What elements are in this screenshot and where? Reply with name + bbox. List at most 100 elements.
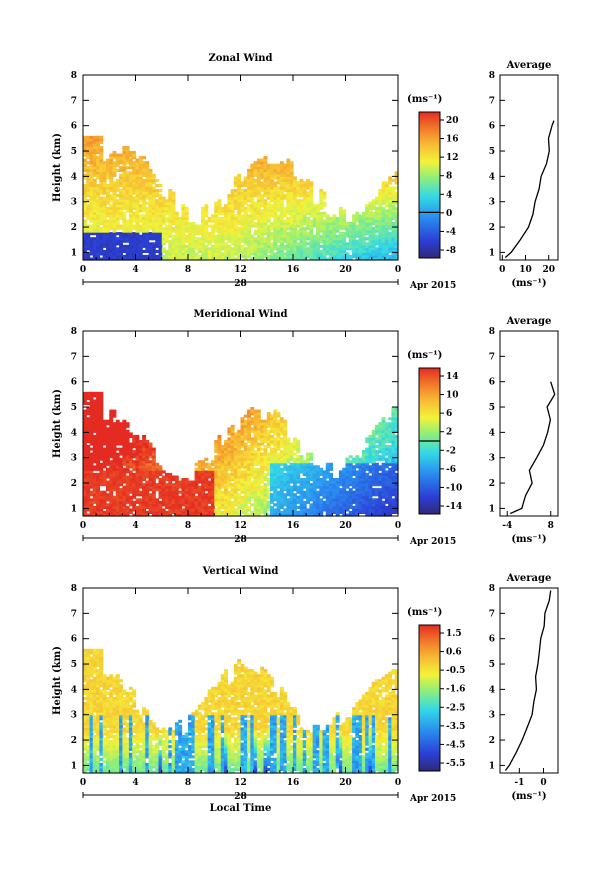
heatmap-cell <box>115 457 120 461</box>
heatmap-cell <box>233 204 238 208</box>
heatmap-cell <box>109 224 114 228</box>
heatmap-cell <box>168 505 173 509</box>
heatmap-cell <box>86 440 91 444</box>
heatmap-cell <box>135 219 140 223</box>
heatmap-cell <box>119 254 123 258</box>
heatmap-cell <box>279 194 284 198</box>
heatmap-cell <box>266 194 271 198</box>
heatmap-cell <box>309 490 314 494</box>
heatmap-cell <box>96 140 100 144</box>
heatmap-cell <box>86 467 91 471</box>
heatmap-cell <box>279 191 284 195</box>
heatmap-cell <box>204 211 209 215</box>
heatmap-cell <box>125 184 130 188</box>
heatmap-cell <box>224 234 228 238</box>
heatmap-cell <box>188 247 192 251</box>
heatmap-cell <box>201 254 205 258</box>
heatmap-cell <box>99 168 104 172</box>
heatmap-cell <box>306 488 310 492</box>
heatmap-cell <box>279 475 284 479</box>
heatmap-cell <box>211 216 215 220</box>
heatmap-cell <box>230 437 235 441</box>
heatmap-cell <box>237 189 242 193</box>
heatmap-cell <box>119 447 123 451</box>
heatmap-cell <box>342 249 347 253</box>
heatmap-cell <box>191 493 196 497</box>
heatmap-cell <box>316 252 320 256</box>
heatmap-cell <box>174 252 179 256</box>
heatmap-cell <box>145 196 150 200</box>
heatmap-cell <box>391 227 396 231</box>
heatmap-cell <box>352 239 356 243</box>
heatmap-cell <box>325 234 330 238</box>
heatmap-cell <box>184 503 189 507</box>
heatmap-cell <box>158 257 163 261</box>
heatmap-cell <box>289 222 294 226</box>
heatmap-cell <box>201 249 205 253</box>
heatmap-cell <box>184 500 189 504</box>
heatmap-cell <box>237 442 242 446</box>
heatmap-cell <box>96 201 100 205</box>
heatmap-cell <box>253 216 258 220</box>
heatmap-cell <box>168 483 173 487</box>
heatmap-cell <box>86 434 91 438</box>
heatmap-cell <box>207 234 212 238</box>
heatmap-cell <box>230 505 235 509</box>
heatmap-cell <box>86 485 91 489</box>
heatmap-cell <box>109 442 114 446</box>
heatmap-cell <box>243 478 248 482</box>
heatmap-cell <box>188 249 192 253</box>
heatmap-cell <box>250 427 255 431</box>
heatmap-cell <box>112 480 117 484</box>
heatmap-cell <box>355 211 360 215</box>
heatmap-cell <box>243 462 248 466</box>
heatmap-cell <box>263 450 268 454</box>
heatmap-cell <box>151 178 156 182</box>
heatmap-cell <box>109 472 114 476</box>
heatmap-cell <box>237 239 242 243</box>
heatmap-cell <box>253 171 258 175</box>
heatmap-cell <box>233 247 238 251</box>
heatmap-cell <box>384 204 389 208</box>
heatmap-cell <box>92 409 97 413</box>
heatmap-cell <box>260 427 265 431</box>
heatmap-cell <box>329 510 333 514</box>
heatmap-cell <box>119 452 123 456</box>
heatmap-cell <box>191 232 196 236</box>
heatmap-cell <box>132 503 137 507</box>
heatmap-cell <box>106 199 110 203</box>
heatmap-cell <box>289 239 294 243</box>
heatmap-cell <box>227 457 232 461</box>
heatmap-cell <box>151 508 156 512</box>
heatmap-cell <box>260 505 265 509</box>
heatmap-cell <box>220 450 225 454</box>
heatmap-cell <box>309 465 314 469</box>
heatmap-cell <box>286 232 291 236</box>
heatmap-cell <box>319 244 324 248</box>
heatmap-cell <box>214 483 219 487</box>
heatmap-cell <box>296 500 301 504</box>
heatmap-cell <box>260 500 265 504</box>
heatmap-cell <box>99 201 104 205</box>
heatmap-cell <box>102 209 107 213</box>
heatmap-cell <box>99 189 104 193</box>
heatmap-cell <box>329 472 333 476</box>
heatmap-cell <box>89 493 94 497</box>
heatmap-cell <box>151 475 156 479</box>
heatmap-cell <box>332 216 337 220</box>
heatmap-cell <box>168 201 173 205</box>
heatmap-cell <box>309 186 314 190</box>
heatmap-cell <box>158 219 163 223</box>
heatmap-cell <box>391 211 396 215</box>
heatmap-cell <box>256 417 261 421</box>
heatmap-cell <box>270 437 274 441</box>
heatmap-cell <box>201 483 205 487</box>
heatmap-cell <box>319 252 324 256</box>
heatmap-cell <box>112 409 117 413</box>
heatmap-cell <box>322 244 327 248</box>
heatmap-cell <box>312 485 317 489</box>
heatmap-cell <box>394 234 399 238</box>
heatmap-cell <box>99 135 104 139</box>
heatmap-cell <box>283 434 288 438</box>
heatmap-cell <box>135 166 140 170</box>
